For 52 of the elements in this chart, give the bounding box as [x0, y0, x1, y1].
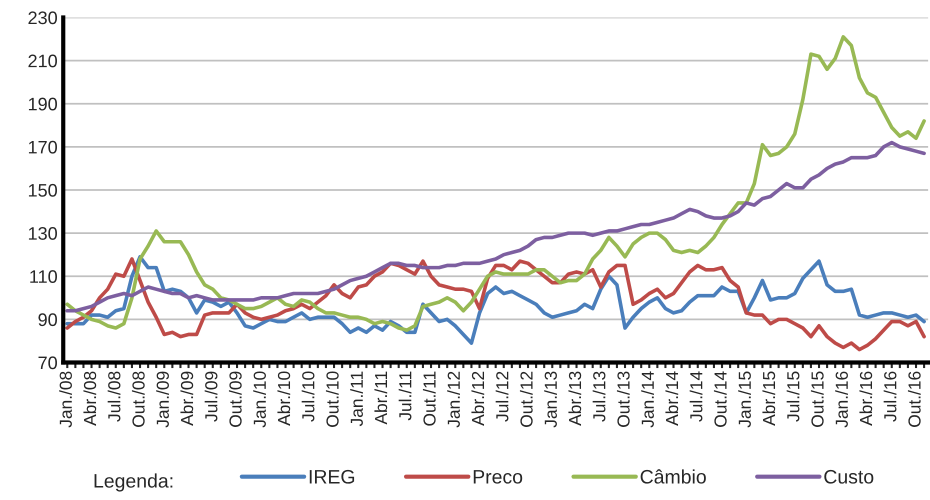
- x-tick-label: Jan./12: [447, 372, 460, 428]
- x-tick-label: Jul./12: [496, 372, 508, 422]
- y-tick-label: 150: [28, 184, 57, 197]
- line-series: [65, 140, 926, 313]
- x-tick-label: Jan./14: [641, 371, 654, 428]
- x-tick-label: Out./14: [714, 371, 727, 427]
- x-tick-label: Jan./15: [738, 372, 751, 428]
- x-tick-label: Abr./11: [374, 372, 388, 425]
- x-tick-label: Jan./16: [835, 372, 848, 428]
- x-tick-label: Out./12: [520, 372, 533, 427]
- x-tick-label: Jul./16: [884, 372, 896, 422]
- x-tick-label: Jul./10: [302, 372, 314, 422]
- x-tick-label: Jan./08: [59, 372, 72, 428]
- x-tick-label: Abr./09: [180, 372, 194, 426]
- x-tick-label: Out./11: [422, 372, 436, 426]
- y-tick-label: 130: [28, 227, 57, 240]
- x-tick-label: Abr./08: [83, 372, 96, 426]
- x-tick-label: Out./16: [908, 372, 921, 427]
- x-tick-label: Jul./11: [398, 372, 412, 420]
- y-tick-label: 210: [28, 54, 57, 68]
- x-tick-label: Out./15: [810, 372, 824, 427]
- x-tick-label: Jan./09: [156, 372, 169, 428]
- legend-label: Custo: [824, 470, 874, 484]
- x-tick-label: Jan./11: [350, 372, 363, 426]
- legend-label: Câmbio: [640, 469, 706, 484]
- y-tick-label: 90: [38, 313, 57, 326]
- x-tick-label: Out./10: [326, 372, 339, 427]
- y-tick-label: 70: [38, 356, 57, 370]
- x-tick-label: Jul./13: [592, 372, 606, 422]
- x-tick-label: Abr./16: [859, 372, 872, 426]
- x-tick-label: Jul./09: [204, 372, 218, 422]
- legend-title: Legenda:: [94, 473, 172, 492]
- y-tick-label: 170: [28, 140, 57, 154]
- line-series: [65, 35, 926, 332]
- legend-label: Preco: [474, 470, 522, 484]
- y-tick-label: 230: [28, 11, 57, 24]
- legend-label: IREG: [310, 470, 354, 484]
- x-tick-label: Abr./13: [568, 372, 582, 426]
- x-tick-label: Abr./14: [665, 371, 678, 426]
- x-tick-label: Abr./12: [471, 372, 484, 426]
- x-tick-label: Jul./14: [690, 371, 702, 422]
- x-tick-label: Abr./10: [277, 372, 290, 426]
- y-tick-label: 110: [30, 270, 57, 283]
- y-tick-label: 190: [28, 98, 57, 110]
- x-tick-label: Abr./15: [762, 372, 776, 426]
- x-tick-label: Jul./15: [786, 372, 800, 422]
- x-tick-label: Out./08: [132, 372, 145, 427]
- x-tick-label: Jan./10: [253, 372, 266, 428]
- x-tick-label: Out./09: [228, 372, 242, 427]
- x-tick-label: Jul./08: [108, 372, 120, 422]
- x-tick-label: Jan./13: [544, 372, 557, 428]
- x-tick-label: Out./13: [616, 372, 630, 427]
